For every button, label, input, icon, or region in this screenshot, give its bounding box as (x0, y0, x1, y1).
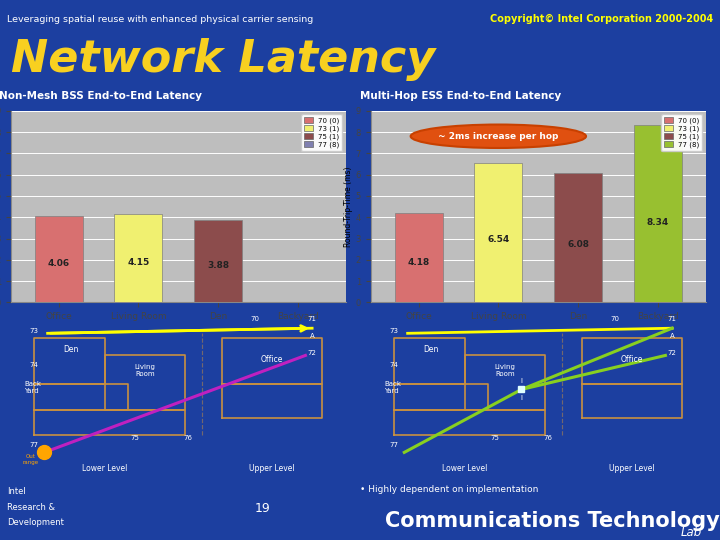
Text: Office: Office (621, 355, 643, 364)
Text: 19: 19 (255, 502, 271, 516)
Text: 70: 70 (251, 316, 260, 322)
Text: Living
Room: Living Room (135, 364, 155, 377)
Text: Non-Mesh BSS End-to-End Latency: Non-Mesh BSS End-to-End Latency (0, 91, 202, 101)
Text: Den: Den (63, 345, 78, 354)
Text: 75: 75 (490, 435, 499, 442)
Text: Lower Level: Lower Level (82, 464, 127, 473)
Text: Back
Yard: Back Yard (384, 381, 401, 394)
Text: I: I (521, 395, 523, 401)
Bar (35, 216, 83, 302)
Text: 4.18: 4.18 (408, 258, 430, 267)
Text: Office: Office (261, 355, 283, 364)
Bar (554, 173, 602, 302)
Text: 73: 73 (390, 328, 399, 334)
Text: 76: 76 (184, 435, 193, 442)
Text: 72: 72 (307, 350, 317, 356)
Text: 4.06: 4.06 (48, 259, 70, 268)
Text: Copyright© Intel Corporation 2000-2004: Copyright© Intel Corporation 2000-2004 (490, 14, 713, 24)
Text: 75: 75 (130, 435, 139, 442)
Y-axis label: Round-Trip-Time (ms): Round-Trip-Time (ms) (344, 166, 353, 247)
Text: 3.88: 3.88 (207, 261, 229, 269)
Text: 76: 76 (544, 435, 553, 442)
Legend: 70 (0), 73 (1), 75 (1), 77 (8): 70 (0), 73 (1), 75 (1), 77 (8) (302, 114, 342, 151)
Text: 70: 70 (611, 316, 620, 322)
Text: Intel: Intel (7, 487, 26, 496)
Text: Communications Technology: Communications Technology (385, 511, 720, 531)
Ellipse shape (410, 125, 586, 148)
Text: Upper Level: Upper Level (249, 464, 294, 473)
Bar (194, 220, 242, 302)
Text: 74: 74 (30, 362, 39, 368)
Text: 71: 71 (307, 316, 317, 322)
Text: 8.34: 8.34 (647, 218, 669, 227)
Text: 73: 73 (30, 328, 39, 334)
Text: 72: 72 (667, 350, 677, 356)
Text: Back
Yard: Back Yard (24, 381, 41, 394)
Text: 77: 77 (390, 442, 399, 448)
Text: Den: Den (423, 345, 438, 354)
Bar (634, 125, 682, 302)
Text: Multi-Hop ESS End-to-End Latency: Multi-Hop ESS End-to-End Latency (360, 91, 562, 101)
Text: Development: Development (7, 518, 64, 527)
Text: A: A (310, 333, 315, 340)
Text: 74: 74 (390, 362, 399, 368)
Text: Upper Level: Upper Level (609, 464, 654, 473)
Text: Lower Level: Lower Level (442, 464, 487, 473)
Text: 6.54: 6.54 (487, 235, 510, 244)
Text: Living
Room: Living Room (495, 364, 515, 377)
Text: 77: 77 (30, 442, 39, 448)
Text: I: I (521, 377, 523, 383)
Bar (395, 213, 443, 302)
Text: Lab: Lab (680, 526, 702, 539)
Text: 71: 71 (667, 316, 677, 322)
Text: Research &: Research & (7, 503, 55, 512)
Text: Network Latency: Network Latency (11, 38, 435, 81)
Text: Leveraging spatial reuse with enhanced physical carrier sensing: Leveraging spatial reuse with enhanced p… (7, 15, 313, 24)
Text: ~ 2ms increase per hop: ~ 2ms increase per hop (438, 132, 559, 141)
Text: • Highly dependent on implementation: • Highly dependent on implementation (360, 484, 539, 494)
Text: 6.08: 6.08 (567, 240, 589, 248)
Text: Out
range: Out range (23, 455, 39, 465)
Bar (474, 163, 522, 302)
Legend: 70 (0), 73 (1), 75 (1), 77 (8): 70 (0), 73 (1), 75 (1), 77 (8) (662, 114, 702, 151)
Text: 4.15: 4.15 (127, 258, 150, 267)
Text: A: A (670, 333, 675, 340)
Bar (114, 214, 162, 302)
